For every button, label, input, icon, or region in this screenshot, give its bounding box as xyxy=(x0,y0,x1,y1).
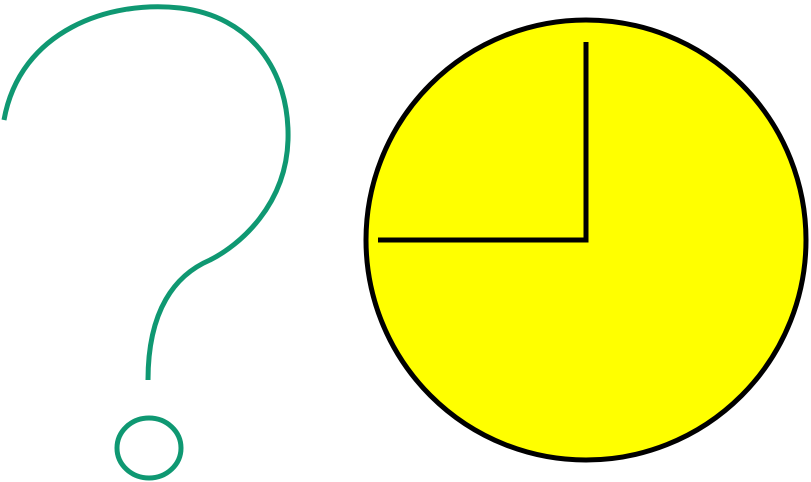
clock-face-icon xyxy=(363,17,809,463)
question-mark-icon xyxy=(1,4,291,481)
clock-hands xyxy=(378,42,589,243)
question-mark-dot xyxy=(114,415,184,481)
question-mark-curve xyxy=(1,4,291,381)
